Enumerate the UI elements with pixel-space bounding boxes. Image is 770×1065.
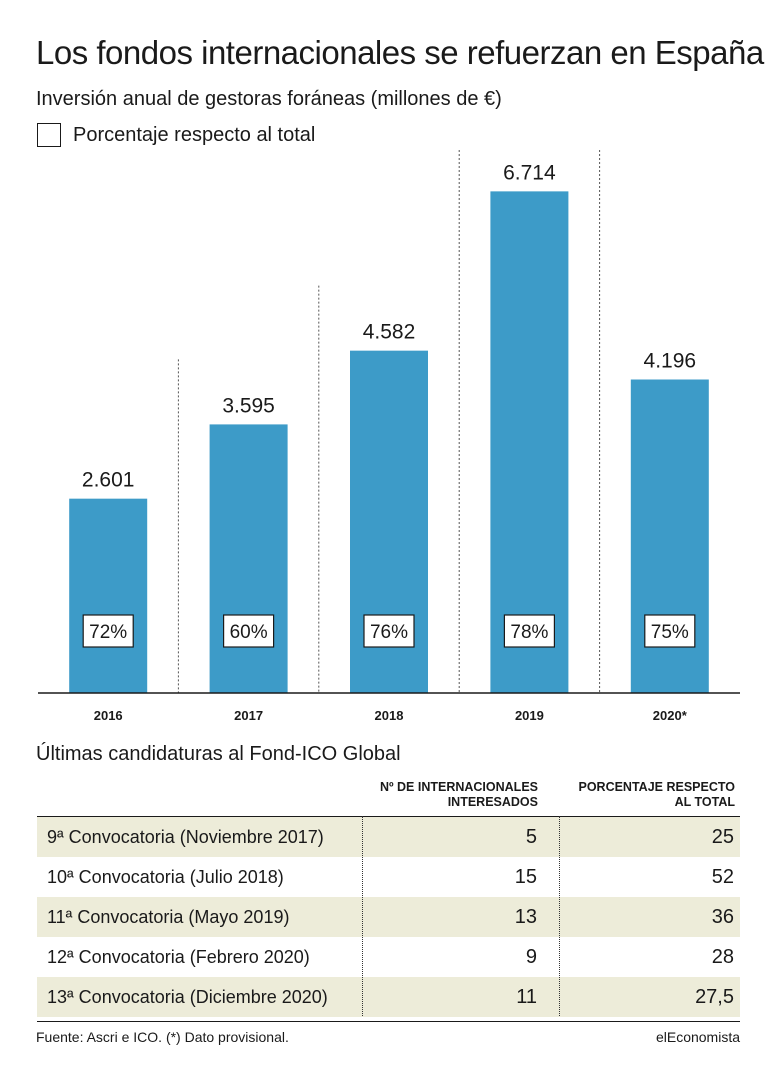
col-header-porcentaje: PORCENTAJE RESPECTO AL TOTAL — [505, 780, 735, 810]
col-header-internacionales-line1: Nº DE INTERNACIONALES — [379, 780, 538, 794]
x-tick-label: 2018 — [375, 708, 404, 723]
bar-value-label: 4.196 — [644, 349, 697, 372]
col-header-internacionales: Nº DE INTERNACIONALES INTERESADOS — [308, 780, 538, 810]
row-label: 9ª Convocatoria (Noviembre 2017) — [47, 827, 324, 847]
publisher-brand: elEconomista — [655, 1029, 740, 1045]
row-internacionales: 9 — [525, 946, 537, 968]
legend-swatch — [37, 123, 61, 147]
table-divider — [362, 816, 363, 1016]
percent-box — [82, 614, 134, 648]
row-porcentaje: 28 — [711, 946, 734, 968]
row-porcentaje: 25 — [711, 826, 734, 848]
row-internacionales: 5 — [525, 826, 537, 848]
table-row: 9ª Convocatoria (Noviembre 2017) 5 25 — [37, 817, 740, 857]
percent-box — [363, 614, 415, 648]
row-porcentaje: 27,5 — [695, 986, 734, 1008]
bar — [209, 424, 288, 693]
row-label: 12ª Convocatoria (Febrero 2020) — [47, 947, 310, 967]
x-tick-label: 2016 — [94, 708, 123, 723]
table-title: Últimas candidaturas al Fond-ICO Global — [36, 743, 401, 765]
row-porcentaje: 52 — [711, 866, 734, 888]
percent-box — [223, 614, 275, 648]
percent-label: 75% — [651, 622, 689, 643]
bar — [490, 191, 569, 693]
bar-value-label: 3.595 — [222, 394, 275, 417]
percent-box — [644, 614, 696, 648]
percent-label: 60% — [230, 622, 268, 643]
x-tick-label: 2020* — [653, 708, 688, 723]
chart-subtitle: Inversión anual de gestoras foráneas (mi… — [36, 88, 502, 110]
row-porcentaje: 36 — [711, 906, 734, 928]
source-note: Fuente: Ascri e ICO. (*) Dato provisiona… — [36, 1029, 289, 1045]
col-header-porcentaje-line2: AL TOTAL — [674, 795, 735, 809]
bar-value-label: 6.714 — [503, 161, 556, 184]
row-internacionales: 15 — [514, 866, 537, 888]
candidaturas-table: 9ª Convocatoria (Noviembre 2017) 5 25 10… — [37, 816, 740, 1017]
x-tick-label: 2019 — [515, 708, 544, 723]
percent-label: 78% — [510, 622, 548, 643]
legend-label: Porcentaje respecto al total — [73, 124, 316, 146]
bar-value-label: 4.582 — [363, 321, 416, 344]
table-row: 13ª Convocatoria (Diciembre 2020) 11 27,… — [37, 977, 740, 1017]
footer-rule — [37, 1021, 740, 1022]
table-divider — [559, 816, 560, 1016]
row-label: 10ª Convocatoria (Julio 2018) — [47, 867, 284, 887]
table-row: 12ª Convocatoria (Febrero 2020) 9 28 — [37, 937, 740, 977]
percent-box — [503, 614, 555, 648]
row-internacionales: 13 — [514, 906, 537, 928]
col-header-porcentaje-line1: PORCENTAJE RESPECTO — [578, 780, 735, 794]
row-label: 11ª Convocatoria (Mayo 2019) — [47, 907, 290, 927]
table-row: 10ª Convocatoria (Julio 2018) 15 52 — [37, 857, 740, 897]
bar — [69, 498, 148, 693]
row-label: 13ª Convocatoria (Diciembre 2020) — [47, 987, 328, 1007]
percent-label: 72% — [89, 622, 127, 643]
x-tick-label: 2017 — [234, 708, 263, 723]
row-internacionales: 11 — [516, 986, 537, 1008]
chart-title: Los fondos internacionales se refuerzan … — [36, 34, 764, 71]
bar-chart: 2.601 72% 2016 3.595 60% 2017 4.582 76% 2018 6.71… — [38, 150, 740, 723]
bar-value-label: 2.601 — [82, 469, 135, 492]
percent-label: 76% — [370, 622, 408, 643]
table-row: 11ª Convocatoria (Mayo 2019) 13 36 — [37, 897, 740, 937]
col-header-internacionales-line2: INTERESADOS — [447, 795, 538, 809]
